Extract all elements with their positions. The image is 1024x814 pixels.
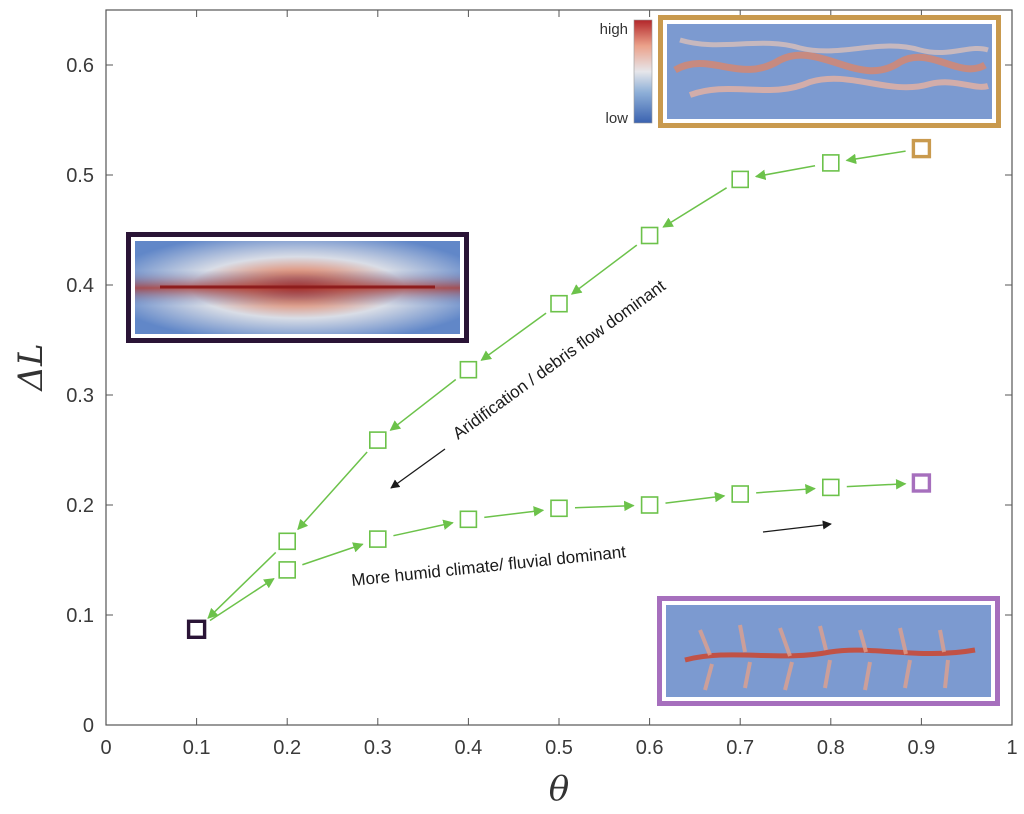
y-tick-label: 0.5 xyxy=(66,165,94,187)
arrow-humid xyxy=(756,484,816,495)
arrow-aridification xyxy=(662,187,727,228)
x-tick-label: 0.9 xyxy=(907,737,935,759)
colorbar-high-label: high xyxy=(600,21,628,38)
arrow-humid xyxy=(484,506,545,519)
x-tick-label: 0.2 xyxy=(273,737,301,759)
arrow-humid xyxy=(665,491,726,504)
data-point-series-1 xyxy=(821,478,840,497)
inset-gold-map xyxy=(658,15,1001,128)
trajectory-arrows xyxy=(207,150,907,622)
arrow-humid xyxy=(846,478,907,490)
endpoint-marker-1 xyxy=(911,138,932,159)
data-points xyxy=(186,138,932,639)
y-tick-label: 0.3 xyxy=(66,385,94,407)
arrow-aridification xyxy=(845,150,906,165)
arrow-aridification xyxy=(480,312,547,361)
x-tick-label: 0.7 xyxy=(726,737,754,759)
data-point-series-1 xyxy=(640,496,659,514)
tick-labels: 0 0.1 0.2 0.3 0.4 0.5 0.6 0.7 0.8 0.9 1 0 0.1 0.2 0.3 0… xyxy=(66,55,1017,759)
data-point-series-0 xyxy=(731,170,750,189)
x-tick-label: 1 xyxy=(1006,737,1017,759)
colorbar-low-label: low xyxy=(605,110,628,127)
y-tick-label: 0.4 xyxy=(66,275,94,297)
inset-purple-map xyxy=(657,596,1000,706)
y-tick-label: 0.6 xyxy=(66,55,94,77)
arrow-humid xyxy=(302,542,364,566)
humid-annotation: More humid climate/ fluvial dominant xyxy=(350,542,627,590)
x-axis-label: θ xyxy=(549,769,569,809)
axis-ticks xyxy=(105,10,1013,726)
data-point-series-0 xyxy=(550,294,568,313)
arrow-aridification xyxy=(754,165,816,181)
y-tick-label: 0 xyxy=(83,715,94,737)
arrow-aridification xyxy=(389,378,457,431)
arrow-humid xyxy=(574,500,635,512)
arrow-humid xyxy=(393,519,454,537)
y-tick-label: 0.1 xyxy=(66,605,94,627)
arrow-aridification xyxy=(207,551,277,619)
data-point-series-1 xyxy=(550,499,568,518)
aridification-arrow xyxy=(390,448,446,489)
data-point-series-1 xyxy=(368,530,387,548)
arrow-aridification xyxy=(297,451,368,531)
x-tick-label: 0.3 xyxy=(364,737,392,759)
colorbar-gradient xyxy=(633,19,653,124)
x-tick-label: 0.5 xyxy=(545,737,573,759)
x-tick-label: 0.4 xyxy=(454,737,482,759)
data-point-series-1 xyxy=(278,561,297,579)
data-point-series-0 xyxy=(368,431,387,449)
arrow-aridification xyxy=(570,244,638,295)
colorbar: high low xyxy=(600,19,653,127)
x-tick-label: 0.8 xyxy=(817,737,845,759)
humid-arrow xyxy=(762,520,832,533)
endpoint-marker-0 xyxy=(186,619,207,639)
x-tick-label: 0 xyxy=(100,737,111,759)
y-axis-label: ΔL xyxy=(11,343,51,392)
x-tick-label: 0.6 xyxy=(636,737,664,759)
arrow-humid xyxy=(209,578,275,622)
data-point-series-1 xyxy=(731,485,750,503)
y-tick-label: 0.2 xyxy=(66,495,94,517)
inset-dark-map xyxy=(126,232,469,343)
data-point-series-1 xyxy=(459,510,478,529)
x-tick-label: 0.1 xyxy=(183,737,211,759)
data-point-series-0 xyxy=(459,360,478,379)
endpoint-marker-2 xyxy=(911,473,932,493)
data-point-series-0 xyxy=(821,154,840,172)
data-point-series-0 xyxy=(278,532,297,551)
data-point-series-0 xyxy=(640,226,659,245)
